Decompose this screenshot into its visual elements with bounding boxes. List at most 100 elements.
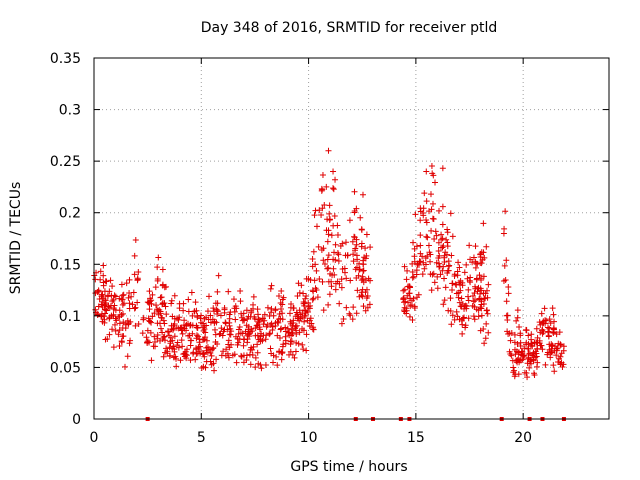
data-point xyxy=(477,290,484,297)
data-point xyxy=(484,287,491,294)
y-tick-label: 0.2 xyxy=(59,206,81,222)
data-point xyxy=(193,345,200,352)
data-point xyxy=(185,332,192,339)
data-point xyxy=(429,170,436,177)
data-point xyxy=(116,313,123,320)
data-point xyxy=(358,289,365,296)
data-point xyxy=(121,363,128,370)
data-point xyxy=(500,277,507,284)
data-point xyxy=(295,315,302,322)
data-point xyxy=(225,354,232,361)
data-point xyxy=(429,271,436,278)
data-point xyxy=(303,331,310,338)
data-point xyxy=(305,309,312,316)
data-point xyxy=(533,363,540,370)
data-point xyxy=(327,270,334,277)
data-point xyxy=(293,331,300,338)
data-point xyxy=(411,253,418,260)
data-point xyxy=(439,203,446,210)
data-point xyxy=(360,267,367,274)
data-point xyxy=(206,346,213,353)
data-point xyxy=(505,331,512,338)
data-point xyxy=(432,228,439,235)
data-point xyxy=(441,252,448,259)
data-point xyxy=(417,242,424,249)
data-point xyxy=(234,335,241,342)
data-point xyxy=(457,287,464,294)
data-point xyxy=(109,283,116,290)
data-point xyxy=(145,315,152,322)
data-point xyxy=(443,236,450,243)
data-point xyxy=(472,264,479,271)
data-point xyxy=(444,229,451,236)
data-point xyxy=(274,362,281,369)
data-point xyxy=(230,296,237,303)
data-point xyxy=(551,318,558,325)
data-point xyxy=(521,345,528,352)
axis-ticks: 0 5 10 15 20 0 0.05 0.1 0.15 0.2 0.25 0.3 0.35 xyxy=(50,51,609,446)
data-point xyxy=(153,302,160,309)
data-point xyxy=(115,331,122,338)
data-point xyxy=(250,305,257,312)
data-point xyxy=(427,258,434,265)
data-point xyxy=(436,207,443,214)
data-point xyxy=(312,207,319,214)
data-point xyxy=(211,367,218,374)
data-point xyxy=(441,275,448,282)
data-point xyxy=(516,323,523,330)
data-point xyxy=(267,285,274,292)
data-point xyxy=(362,307,369,314)
data-point xyxy=(168,297,175,304)
data-point xyxy=(118,295,125,302)
data-point xyxy=(260,332,267,339)
data-point xyxy=(276,348,283,355)
data-point xyxy=(155,254,162,261)
data-point xyxy=(168,300,175,307)
data-point xyxy=(105,303,112,310)
data-point xyxy=(279,301,286,308)
y-tick-label: 0.35 xyxy=(50,51,81,67)
data-point xyxy=(267,330,274,337)
data-point xyxy=(447,210,454,217)
data-point xyxy=(278,288,285,295)
data-point xyxy=(161,300,168,307)
data-point xyxy=(193,324,200,331)
data-point xyxy=(505,290,512,297)
data-point xyxy=(310,248,317,255)
data-point xyxy=(134,299,141,306)
data-point xyxy=(214,288,221,295)
data-point xyxy=(481,254,488,261)
data-point xyxy=(512,371,519,378)
data-point xyxy=(207,358,214,365)
x-tick-label: 0 xyxy=(90,430,99,446)
data-point xyxy=(533,325,540,332)
data-point xyxy=(202,329,209,336)
data-point xyxy=(335,258,342,265)
data-point xyxy=(324,238,331,245)
data-point xyxy=(278,356,285,363)
data-point xyxy=(254,311,261,318)
data-point xyxy=(120,333,127,340)
data-point xyxy=(112,293,119,300)
data-point xyxy=(338,320,345,327)
data-point xyxy=(158,294,165,301)
data-point xyxy=(359,286,366,293)
data-point xyxy=(219,332,226,339)
data-point xyxy=(520,353,527,360)
data-point xyxy=(99,318,106,325)
data-point xyxy=(438,231,445,238)
data-point xyxy=(118,338,125,345)
data-point xyxy=(332,176,339,183)
data-point xyxy=(237,298,244,305)
data-point xyxy=(320,307,327,314)
data-point xyxy=(126,305,133,312)
data-point xyxy=(473,276,480,283)
data-point xyxy=(286,310,293,317)
data-point xyxy=(276,311,283,318)
data-point xyxy=(188,289,195,296)
data-point xyxy=(129,301,136,308)
data-point xyxy=(351,209,358,216)
data-point xyxy=(220,348,227,355)
data-point xyxy=(213,356,220,363)
data-point xyxy=(301,302,308,309)
